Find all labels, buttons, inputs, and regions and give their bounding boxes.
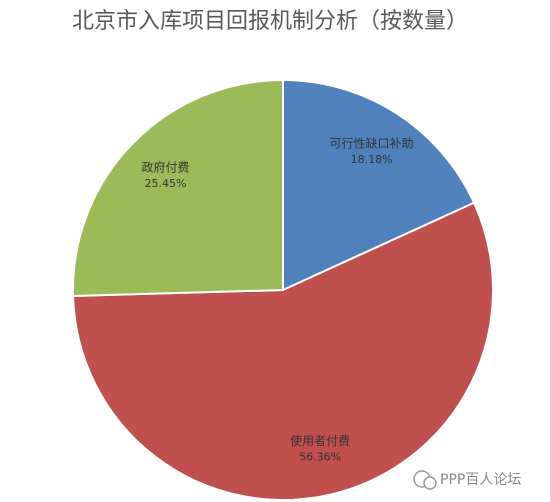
slice-value-label: 56.36%	[299, 451, 341, 464]
slice-label: 可行性缺口补助	[330, 136, 414, 151]
slice-label: 使用者付费	[290, 433, 350, 448]
watermark: PPP百人论坛	[413, 470, 521, 490]
slice-label: 政府付费	[142, 159, 190, 174]
chart-title: 北京市入库项目回报机制分析（按数量）	[72, 9, 468, 34]
pie-slice	[282, 78, 476, 292]
watermark-icon	[423, 476, 437, 490]
watermark-text: PPP百人论坛	[440, 472, 521, 488]
pie-slice	[72, 201, 494, 501]
slice-value-label: 25.45%	[145, 177, 187, 190]
slice-value-label: 18.18%	[351, 153, 393, 166]
pie-slice	[72, 78, 284, 297]
